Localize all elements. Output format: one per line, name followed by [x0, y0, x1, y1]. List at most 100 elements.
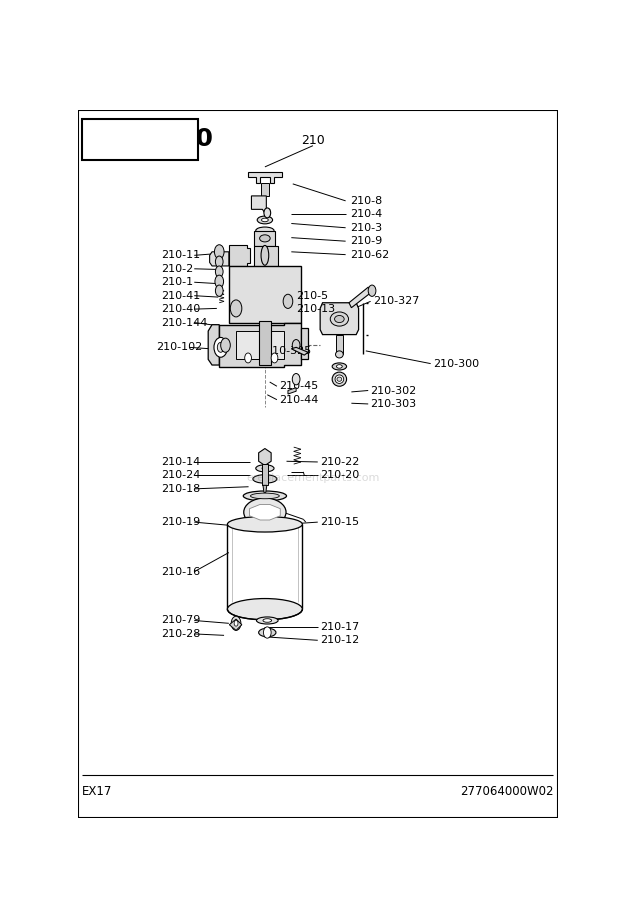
Bar [262, 464, 268, 485]
Text: 210-102: 210-102 [156, 343, 202, 352]
Text: 210-1: 210-1 [162, 278, 193, 288]
Polygon shape [252, 196, 270, 216]
Circle shape [264, 208, 271, 218]
Ellipse shape [262, 467, 268, 471]
Bar [236, 331, 284, 359]
Text: 210-9: 210-9 [350, 236, 383, 246]
Ellipse shape [263, 618, 272, 622]
Circle shape [368, 285, 376, 297]
Ellipse shape [335, 351, 343, 357]
Circle shape [292, 373, 300, 385]
Text: 210-11: 210-11 [162, 250, 201, 260]
Polygon shape [229, 619, 242, 630]
Circle shape [215, 285, 223, 297]
Text: 210-325: 210-325 [265, 346, 311, 356]
Text: 210-22: 210-22 [320, 457, 360, 467]
Ellipse shape [259, 629, 276, 637]
Ellipse shape [330, 312, 348, 326]
Polygon shape [219, 323, 301, 368]
Bar [254, 246, 278, 280]
Text: 210-44: 210-44 [279, 394, 319, 404]
Text: 210-13: 210-13 [296, 304, 335, 314]
Circle shape [218, 343, 224, 352]
Text: 210-62: 210-62 [350, 250, 390, 260]
Text: 210-15: 210-15 [320, 517, 359, 528]
Circle shape [245, 353, 252, 363]
Polygon shape [210, 252, 229, 266]
Text: 210-12: 210-12 [320, 635, 360, 645]
Text: 210-327: 210-327 [373, 296, 419, 306]
Text: 210-18: 210-18 [162, 484, 201, 494]
Text: FIG.  640: FIG. 640 [87, 128, 213, 152]
Ellipse shape [261, 245, 268, 266]
Ellipse shape [335, 315, 344, 323]
Ellipse shape [332, 372, 347, 386]
Ellipse shape [332, 363, 347, 370]
Text: EX17: EX17 [82, 785, 113, 798]
Bar [261, 183, 268, 196]
Ellipse shape [260, 235, 270, 242]
Circle shape [271, 353, 278, 363]
Text: 210: 210 [301, 133, 325, 146]
Text: 210-17: 210-17 [320, 622, 360, 632]
Text: 210-4: 210-4 [350, 210, 383, 220]
Circle shape [283, 294, 293, 309]
Polygon shape [248, 172, 281, 183]
Bar [254, 231, 275, 246]
Circle shape [215, 275, 224, 288]
Ellipse shape [337, 377, 342, 381]
Bar [229, 266, 301, 323]
Text: 210-20: 210-20 [320, 471, 360, 481]
Polygon shape [208, 324, 219, 365]
Text: 210-144: 210-144 [162, 318, 208, 327]
Text: 210-14: 210-14 [162, 457, 201, 467]
Circle shape [214, 337, 228, 357]
Text: 210-28: 210-28 [162, 629, 201, 639]
Ellipse shape [253, 475, 277, 483]
Ellipse shape [262, 218, 268, 221]
Text: 210-41: 210-41 [162, 290, 201, 301]
Text: 277064000W02: 277064000W02 [459, 785, 553, 798]
Text: 210-16: 210-16 [162, 567, 201, 576]
Ellipse shape [257, 216, 273, 224]
Ellipse shape [250, 494, 279, 499]
Circle shape [231, 617, 241, 630]
Ellipse shape [228, 516, 303, 532]
Bar [143, 149, 484, 751]
Ellipse shape [228, 598, 303, 619]
Text: 210-2: 210-2 [162, 264, 194, 274]
Text: 210-8: 210-8 [350, 196, 383, 206]
Text: 210-79: 210-79 [162, 616, 201, 626]
Ellipse shape [256, 465, 274, 471]
Text: 210-19: 210-19 [162, 517, 201, 528]
Text: 210-302: 210-302 [371, 385, 417, 395]
Circle shape [230, 300, 242, 317]
Ellipse shape [243, 491, 286, 501]
Text: 210-40: 210-40 [162, 304, 201, 314]
Bar [259, 321, 271, 365]
Polygon shape [249, 505, 280, 520]
Text: 210-303: 210-303 [371, 399, 417, 409]
Ellipse shape [256, 227, 274, 234]
Circle shape [215, 244, 224, 259]
Polygon shape [288, 388, 296, 394]
Ellipse shape [257, 617, 278, 624]
Circle shape [292, 339, 300, 351]
Circle shape [221, 338, 230, 352]
Circle shape [215, 266, 223, 278]
Polygon shape [291, 347, 308, 355]
Text: 210-45: 210-45 [279, 381, 319, 391]
Polygon shape [229, 244, 250, 266]
Text: 210-3: 210-3 [350, 222, 383, 233]
Bar [335, 335, 343, 355]
Text: ereplacementparts.com: ereplacementparts.com [246, 473, 379, 483]
Polygon shape [320, 302, 358, 335]
Ellipse shape [337, 365, 342, 369]
Bar [82, 119, 198, 160]
Polygon shape [301, 328, 308, 359]
Circle shape [234, 620, 238, 626]
Ellipse shape [244, 498, 286, 527]
Text: 210-300: 210-300 [433, 358, 479, 369]
Circle shape [215, 256, 223, 267]
Text: 210-24: 210-24 [162, 471, 201, 481]
